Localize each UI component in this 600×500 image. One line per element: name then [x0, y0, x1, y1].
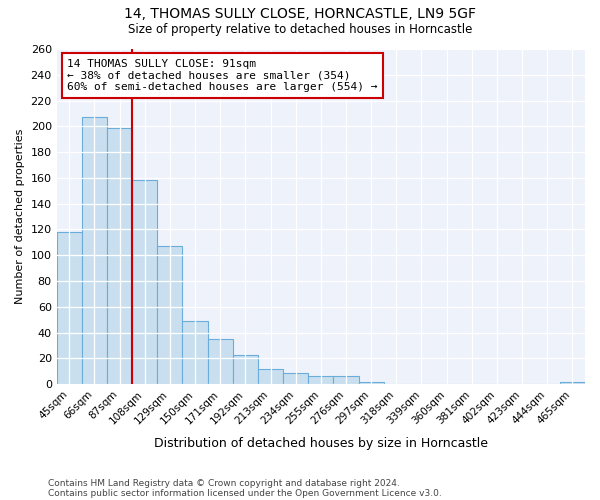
Text: Contains public sector information licensed under the Open Government Licence v3: Contains public sector information licen… — [48, 488, 442, 498]
Bar — [82, 118, 107, 384]
Bar — [182, 321, 208, 384]
Text: 14, THOMAS SULLY CLOSE, HORNCASTLE, LN9 5GF: 14, THOMAS SULLY CLOSE, HORNCASTLE, LN9 … — [124, 8, 476, 22]
Bar — [208, 339, 233, 384]
Bar — [157, 246, 182, 384]
Bar — [56, 232, 82, 384]
Y-axis label: Number of detached properties: Number of detached properties — [15, 129, 25, 304]
Bar — [283, 372, 308, 384]
Text: 14 THOMAS SULLY CLOSE: 91sqm
← 38% of detached houses are smaller (354)
60% of s: 14 THOMAS SULLY CLOSE: 91sqm ← 38% of de… — [67, 59, 378, 92]
Bar — [132, 180, 157, 384]
Bar — [233, 354, 258, 384]
Text: Contains HM Land Registry data © Crown copyright and database right 2024.: Contains HM Land Registry data © Crown c… — [48, 478, 400, 488]
Bar — [359, 382, 384, 384]
Bar — [334, 376, 359, 384]
Text: Size of property relative to detached houses in Horncastle: Size of property relative to detached ho… — [128, 22, 472, 36]
Bar — [560, 382, 585, 384]
Bar — [258, 368, 283, 384]
Bar — [107, 128, 132, 384]
Bar — [308, 376, 334, 384]
X-axis label: Distribution of detached houses by size in Horncastle: Distribution of detached houses by size … — [154, 437, 488, 450]
